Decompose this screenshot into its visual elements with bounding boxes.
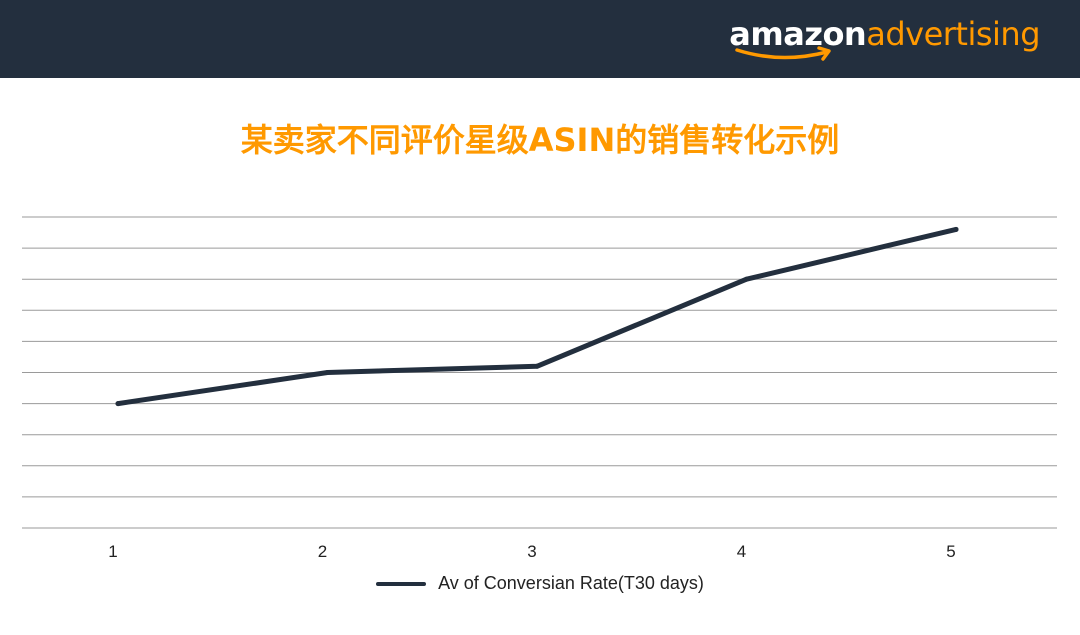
smile-arrow-icon <box>735 46 832 61</box>
x-tick-label: 2 <box>318 542 327 561</box>
x-tick-label: 4 <box>737 542 746 561</box>
legend: Av of Conversian Rate(T30 days) <box>0 573 1080 594</box>
data-point <box>744 276 749 282</box>
x-tick-label: 3 <box>527 542 536 561</box>
amazon-advertising-logo: amazonadvertising <box>729 14 1040 61</box>
data-point <box>325 370 330 375</box>
grid-lines <box>22 216 1057 529</box>
series-line <box>115 226 959 407</box>
x-tick-label: 1 <box>108 542 117 561</box>
logo-word-amazon: amazon <box>729 15 867 53</box>
logo-word-advertising: advertising <box>866 15 1040 53</box>
series-layer <box>115 226 959 407</box>
legend-label: Av of Conversian Rate(T30 days) <box>438 573 704 593</box>
header-bar: amazonadvertising <box>0 0 1080 78</box>
x-axis-ticks: 1 2 3 4 5 <box>108 542 955 561</box>
legend-swatch <box>376 581 427 586</box>
data-point <box>115 401 121 407</box>
data-point <box>534 363 540 369</box>
data-point <box>953 226 959 232</box>
chart-title: 某卖家不同评价星级ASIN的销售转化示例 <box>240 121 840 159</box>
line-chart: 1 2 3 4 5 <box>22 216 1057 561</box>
x-tick-label: 5 <box>946 542 955 561</box>
